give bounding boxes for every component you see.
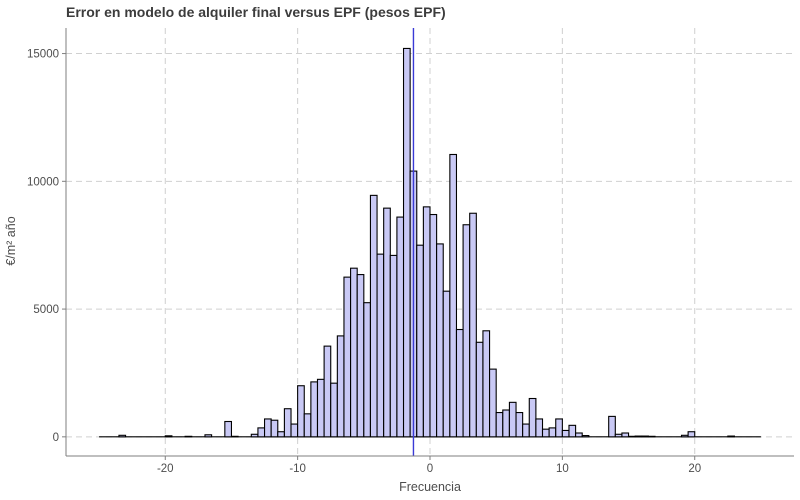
histogram-bar [416, 244, 424, 438]
histogram-bar [436, 243, 444, 438]
histogram-bar [277, 431, 285, 438]
histogram-bar [614, 433, 623, 438]
histogram-bar [283, 408, 292, 438]
histogram-bar [634, 435, 643, 438]
histogram-bar [402, 47, 411, 438]
histogram-bar [303, 413, 312, 438]
histogram-bar [687, 431, 696, 438]
x-tick-label: 20 [688, 463, 701, 475]
histogram-bar [184, 435, 193, 438]
histogram-bar [608, 415, 616, 438]
histogram-bar [455, 328, 464, 438]
histogram-bar [336, 335, 345, 438]
histogram-bar [343, 276, 352, 438]
histogram-bar [369, 194, 378, 438]
histogram-bar [230, 435, 239, 438]
chart-title: Error en modelo de alquiler final versus… [66, 4, 446, 20]
histogram-bar [561, 429, 570, 438]
histogram-bar [164, 435, 173, 438]
histogram-bar [548, 427, 557, 438]
x-tick-label: 10 [556, 463, 569, 475]
histogram-bar [515, 412, 524, 438]
histogram-bar [224, 420, 233, 438]
histogram-bar [627, 435, 636, 438]
histogram-bar [462, 224, 471, 438]
x-tick-label: -10 [289, 463, 306, 475]
histogram-bar [290, 423, 299, 438]
histogram-bar [310, 381, 319, 438]
histogram-bar [641, 435, 649, 438]
histogram-bar [297, 385, 305, 438]
histogram-bar [422, 206, 431, 438]
histogram-bar [389, 254, 398, 438]
histogram-bar [449, 153, 458, 438]
y-tick-label: 0 [53, 432, 59, 444]
histogram-bar [383, 207, 391, 438]
histogram-bar [475, 341, 484, 438]
histogram-bar [568, 424, 577, 438]
y-tick-label: 10000 [27, 176, 59, 188]
histogram-bar [250, 433, 259, 438]
histogram-bar [535, 418, 544, 438]
histogram-bar [376, 253, 385, 438]
tick-labels: -20 -10 0 10 20 0 5000 10000 15000 [27, 49, 701, 475]
histogram-bar [442, 290, 451, 438]
histogram-bar [489, 368, 497, 438]
y-tick-label: 15000 [27, 49, 59, 61]
y-tick-label: 5000 [33, 304, 59, 316]
histogram-bar [118, 434, 127, 438]
histogram-bar [316, 378, 325, 438]
histogram-bar [363, 302, 371, 438]
histogram-bar [257, 427, 266, 438]
x-tick-label: -20 [157, 463, 174, 475]
histogram-bar [204, 434, 213, 438]
y-axis-title: €/m² año [4, 216, 18, 265]
x-tick-label: 0 [427, 463, 433, 475]
histogram-bar [541, 428, 550, 438]
histogram-bar [495, 412, 504, 438]
histogram-bar [727, 435, 735, 438]
histogram-bar [396, 216, 405, 438]
histogram-bars [99, 28, 761, 456]
histogram-bar [581, 435, 590, 438]
histogram-bar [680, 434, 689, 438]
histogram-bar [356, 274, 365, 438]
x-axis-title: Frecuencia [399, 480, 461, 494]
histogram-bar [621, 432, 630, 438]
axes-layer [62, 28, 794, 460]
histogram-bar [429, 213, 438, 438]
histogram-bar [502, 409, 510, 438]
histogram-bar [555, 418, 563, 438]
histogram-bar [263, 418, 272, 438]
histogram-bar [330, 382, 338, 438]
histogram-bar [522, 423, 530, 438]
histogram-bar [270, 419, 279, 438]
histogram-bar [323, 345, 332, 438]
histogram-bar [350, 267, 358, 438]
histogram-bar [469, 212, 477, 438]
histogram-bar [508, 401, 517, 438]
histogram-bar [575, 432, 583, 438]
histogram-bar [647, 435, 656, 438]
histogram-bar [482, 330, 491, 438]
histogram-bar [528, 397, 537, 438]
